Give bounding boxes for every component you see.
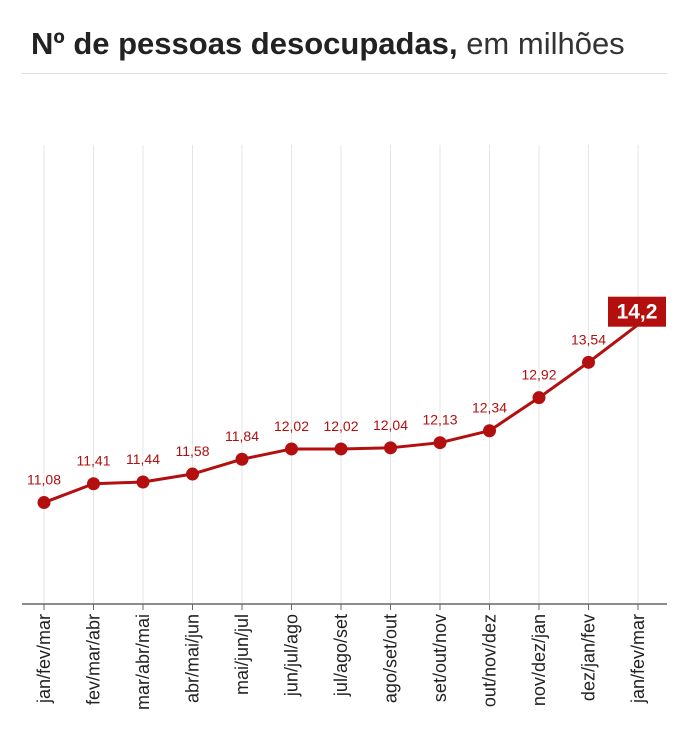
data-label: 12,92 xyxy=(521,367,556,383)
data-label: 11,44 xyxy=(126,451,160,467)
data-label: 12,02 xyxy=(274,418,309,434)
data-point xyxy=(136,475,150,489)
data-point xyxy=(235,452,249,466)
data-label: 12,34 xyxy=(472,400,507,416)
x-axis-tick-labels: jan/fev/mar fev/mar/abr mar/abr/mai abr/mai… xyxy=(34,614,648,710)
x-tick-label: set/out/nov xyxy=(430,614,450,702)
data-point xyxy=(186,467,199,481)
data-point xyxy=(483,424,496,438)
data-point xyxy=(285,442,298,456)
x-tick-label: jul/ago/set xyxy=(331,614,351,697)
data-point xyxy=(582,355,595,369)
highlight-value-label: 14,2 xyxy=(608,296,666,327)
data-point xyxy=(384,441,397,455)
x-tick-label: dez/jan/fev xyxy=(579,614,599,701)
x-tick-label: jan/fev/mar xyxy=(34,614,54,704)
data-label: 12,13 xyxy=(422,412,457,428)
data-label: 12,04 xyxy=(373,417,408,433)
x-tick-label: ago/set/out xyxy=(381,614,401,703)
data-labels: 11,08 11,41 11,44 11,58 11,84 12,02 12,02 12,04… xyxy=(27,296,666,488)
chart-title: Nº de pessoas desocupadas, em milhões xyxy=(31,24,625,64)
chart-title-separator: , xyxy=(448,26,458,61)
x-tick-label: jun/jul/ago xyxy=(282,614,302,697)
chart-title-unit: em milhões xyxy=(466,26,625,61)
x-tick-label: nov/dez/jan xyxy=(529,614,549,706)
x-tick-label: mai/jun/jul xyxy=(232,614,252,695)
x-tick-label: fev/mar/abr xyxy=(84,614,104,705)
grid-lines xyxy=(43,145,639,604)
data-label: 13,54 xyxy=(571,331,606,347)
data-label: 12,02 xyxy=(323,418,358,434)
data-label: 11,08 xyxy=(27,472,61,488)
x-tick-label: mar/abr/mai xyxy=(133,614,153,710)
title-divider xyxy=(22,73,667,74)
data-point xyxy=(87,477,100,491)
data-point xyxy=(334,442,348,456)
x-tick-label: abr/mai/jun xyxy=(183,614,203,703)
x-tick-label: out/nov/dez xyxy=(480,614,500,707)
data-label: 14,2 xyxy=(617,301,658,324)
data-point xyxy=(433,436,447,450)
x-axis-ticks xyxy=(43,604,639,610)
data-label: 11,58 xyxy=(176,443,210,459)
x-tick-label: jan/fev/mar xyxy=(628,614,648,704)
highlight-label-background xyxy=(608,296,666,327)
data-label: 11,41 xyxy=(77,453,111,469)
data-label: 11,84 xyxy=(225,428,259,444)
chart-title-main: Nº de pessoas desocupadas xyxy=(31,26,449,61)
data-points xyxy=(37,355,595,510)
data-point xyxy=(532,391,546,405)
data-point xyxy=(37,496,51,510)
